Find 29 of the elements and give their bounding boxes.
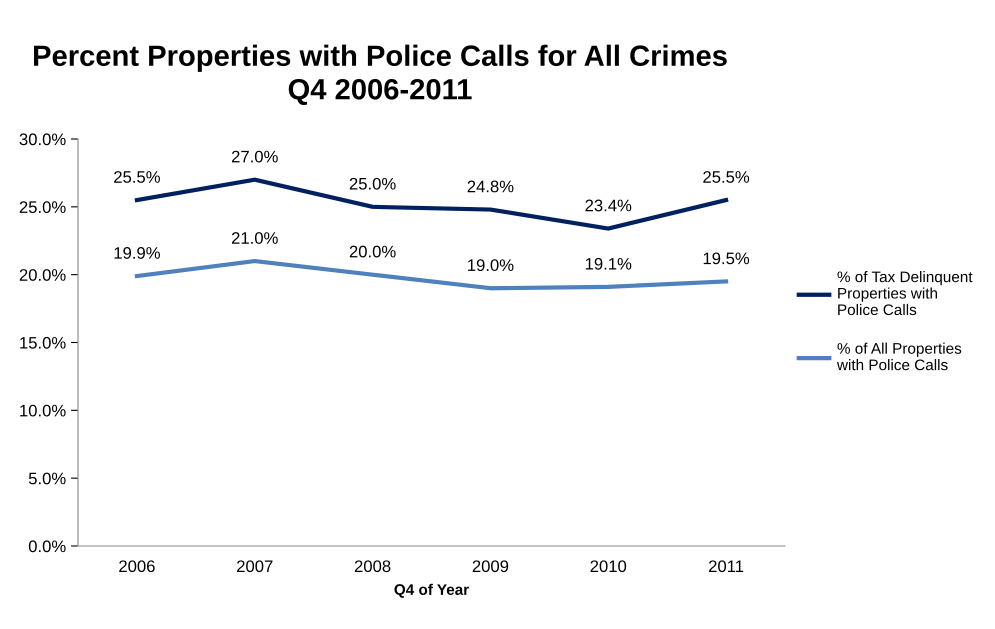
x-tick-label: 2009	[472, 560, 508, 572]
data-label: 25.5%	[114, 171, 160, 183]
x-tick-label: 2010	[590, 560, 626, 572]
legend-label: % of All Properties with Police Calls	[836, 342, 962, 370]
y-tick-label: 30.0%	[20, 133, 66, 146]
y-tick-label: 15.0%	[20, 336, 66, 349]
x-tick-label: 2007	[237, 560, 272, 572]
data-label: 21.0%	[232, 232, 278, 244]
data-label: 19.0%	[468, 259, 514, 272]
x-tick-label: 2008	[354, 560, 390, 572]
data-label: 20.0%	[350, 246, 396, 258]
data-label: 23.4%	[585, 200, 632, 212]
data-label: 19.1%	[586, 258, 632, 270]
x-tick-label: 2006	[119, 560, 155, 572]
legend-label: % of Tax Delinquent Properties with Police Calls	[837, 271, 972, 316]
x-tick-label: 2011	[709, 560, 744, 572]
data-label: 19.9%	[114, 247, 160, 259]
data-label: 19.5%	[704, 252, 750, 264]
data-label: 27.0%	[232, 150, 278, 163]
y-tick-label: 25.0%	[20, 201, 66, 214]
data-label: 25.5%	[703, 171, 750, 183]
y-tick-label: 5.0%	[28, 472, 66, 484]
y-tick-label: 0.0%	[28, 540, 66, 552]
data-label: 25.0%	[350, 178, 396, 190]
x-axis-title: Q4 of Year	[394, 584, 469, 598]
y-tick-label: 10.0%	[20, 404, 66, 417]
y-tick-label: 20.0%	[20, 269, 66, 281]
data-label: 24.8%	[468, 180, 514, 192]
chart-title: Percent Properties with Police Calls for All Crimes Q4 2006-2011	[34, 44, 727, 106]
